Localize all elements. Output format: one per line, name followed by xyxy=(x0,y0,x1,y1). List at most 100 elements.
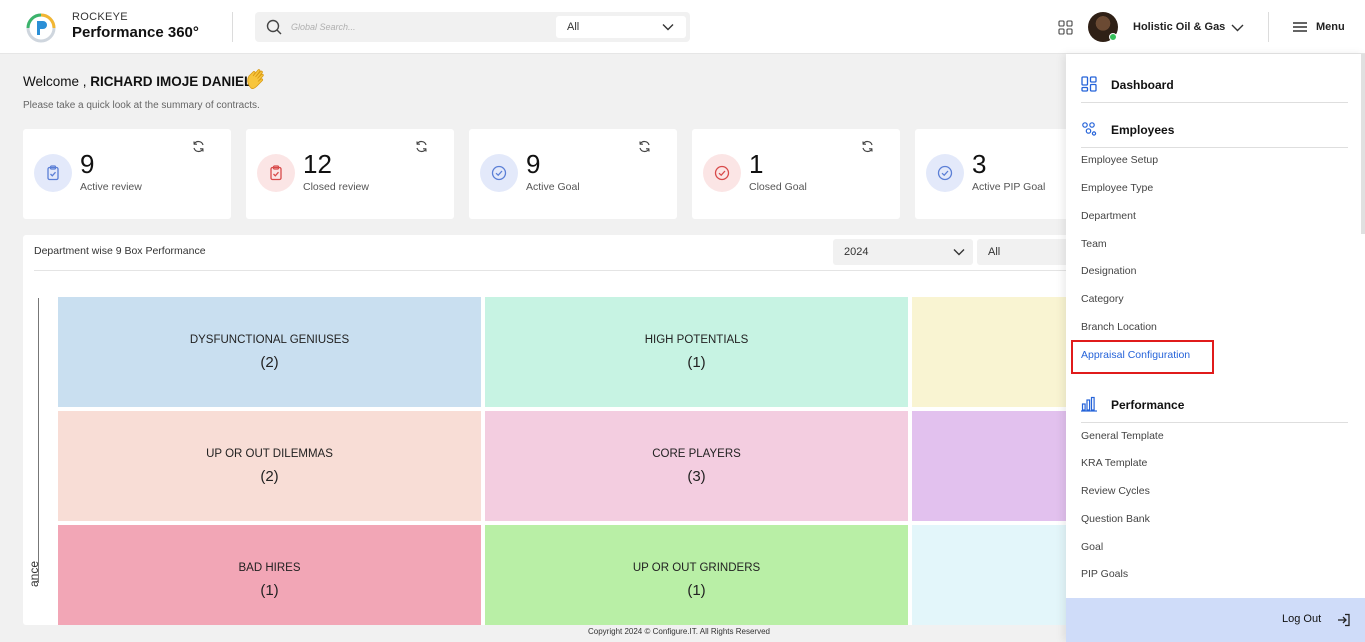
brand-title: Performance 360° xyxy=(72,24,199,41)
stat-card[interactable]: 9 Active review xyxy=(23,129,231,219)
company-name[interactable]: Holistic Oil & Gas xyxy=(1133,21,1226,33)
check-circle-icon xyxy=(480,154,518,192)
hamburger-icon xyxy=(1293,22,1307,32)
appraisal-configuration-highlight xyxy=(1071,340,1214,374)
menu-item-question-bank[interactable]: Question Bank xyxy=(1081,513,1150,525)
stat-value: 1 xyxy=(749,149,764,179)
cell-count: (1) xyxy=(260,582,279,599)
nine-box-cell[interactable]: UP OR OUT DILEMMAS (2) xyxy=(58,411,481,521)
cell-name: BAD HIRES xyxy=(238,562,301,574)
copyright-text: Copyright 2024 © Configure.IT. All Right… xyxy=(588,627,770,636)
brand-subtitle: ROCKEYE xyxy=(72,11,128,23)
stat-value: 9 xyxy=(526,149,541,179)
apps-grid-icon[interactable] xyxy=(1058,20,1073,35)
check-circle-icon xyxy=(926,154,964,192)
stat-value: 12 xyxy=(303,149,332,179)
check-circle-icon xyxy=(703,154,741,192)
nine-box-cell[interactable] xyxy=(912,297,1083,407)
nine-box-cell[interactable] xyxy=(912,525,1083,625)
refresh-icon[interactable] xyxy=(638,140,651,153)
menu-label: Menu xyxy=(1316,21,1345,33)
logout-icon xyxy=(1338,613,1350,627)
cell-count: (3) xyxy=(687,468,706,485)
logout-button[interactable]: Log Out xyxy=(1066,598,1365,642)
stat-value: 3 xyxy=(972,149,987,179)
stat-card[interactable]: 1 Closed Goal xyxy=(692,129,900,219)
menu-item-kra-template[interactable]: KRA Template xyxy=(1081,457,1148,469)
menu-section-dashboard[interactable]: Dashboard xyxy=(1081,63,1348,103)
department-select[interactable]: All xyxy=(977,239,1083,265)
stat-label: Active review xyxy=(80,181,142,193)
nine-box-cell[interactable]: HIGH POTENTIALS (1) xyxy=(485,297,908,407)
user-avatar[interactable] xyxy=(1088,12,1118,42)
menu-button[interactable]: Menu xyxy=(1290,17,1350,37)
online-status-indicator xyxy=(1109,33,1117,41)
menu-section-employees[interactable]: Employees xyxy=(1081,108,1348,148)
header-divider xyxy=(1268,12,1269,42)
menu-item-general-template[interactable]: General Template xyxy=(1081,430,1164,442)
stat-label: Closed review xyxy=(303,181,369,193)
year-select[interactable]: 2024 xyxy=(833,239,973,265)
side-menu: Dashboard Employees Employee Setup Emplo… xyxy=(1066,54,1365,642)
cell-name: UP OR OUT GRINDERS xyxy=(632,562,761,574)
menu-item-employee-type[interactable]: Employee Type xyxy=(1081,182,1154,194)
menu-section-performance[interactable]: Performance xyxy=(1081,383,1348,423)
welcome-subtitle: Please take a quick look at the summary … xyxy=(23,100,260,111)
refresh-icon[interactable] xyxy=(192,140,205,153)
nine-box-cell[interactable]: CORE PLAYERS (3) xyxy=(485,411,908,521)
waving-hand-icon xyxy=(247,69,264,90)
clipboard-icon xyxy=(34,154,72,192)
nine-box-cell[interactable]: BAD HIRES (1) xyxy=(58,525,481,625)
logout-label: Log Out xyxy=(1282,613,1322,625)
menu-item-review-cycles[interactable]: Review Cycles xyxy=(1081,485,1150,497)
menu-scrollbar[interactable] xyxy=(1361,54,1365,234)
cell-count: (2) xyxy=(260,468,279,485)
menu-item-category[interactable]: Category xyxy=(1081,293,1124,305)
menu-item-goal[interactable]: Goal xyxy=(1081,541,1104,553)
menu-item-pip-goals[interactable]: PIP Goals xyxy=(1081,568,1129,580)
menu-item-branch-location[interactable]: Branch Location xyxy=(1081,321,1157,333)
cell-count: (1) xyxy=(687,582,706,599)
refresh-icon[interactable] xyxy=(861,140,874,153)
nine-box-cell[interactable] xyxy=(912,411,1083,521)
menu-item-department[interactable]: Department xyxy=(1081,210,1136,222)
user-name: RICHARD IMOJE DANIEL xyxy=(90,74,253,89)
search-scope-value: All xyxy=(567,21,580,33)
stat-label: Closed Goal xyxy=(749,181,807,193)
stat-card[interactable]: 12 Closed review xyxy=(246,129,454,219)
stat-card[interactable]: 9 Active Goal xyxy=(469,129,677,219)
panel-title: Department wise 9 Box Performance xyxy=(34,245,206,257)
search-icon xyxy=(266,19,282,35)
stat-label: Active PIP Goal xyxy=(972,181,1046,193)
welcome-prefix: Welcome , xyxy=(23,74,91,89)
search-input[interactable] xyxy=(291,18,541,36)
refresh-icon[interactable] xyxy=(415,140,428,153)
rockeye-logo[interactable] xyxy=(25,12,57,44)
y-axis-label: ance xyxy=(27,560,41,587)
stat-label: Active Goal xyxy=(526,181,580,193)
employees-label: Employees xyxy=(1111,123,1175,137)
nine-box-panel: Department wise 9 Box Performance 2024 A… xyxy=(23,235,1083,625)
welcome-heading: Welcome , RICHARD IMOJE DANIEL xyxy=(23,74,252,89)
menu-item-team[interactable]: Team xyxy=(1081,238,1107,250)
clipboard-icon xyxy=(257,154,295,192)
chevron-down-icon[interactable] xyxy=(1231,21,1244,34)
search-scope-select[interactable]: All xyxy=(556,16,686,38)
menu-item-employee-setup[interactable]: Employee Setup xyxy=(1081,154,1159,166)
chevron-down-icon xyxy=(953,249,965,256)
header-divider xyxy=(232,12,233,42)
global-search: All xyxy=(255,12,690,42)
cell-count: (2) xyxy=(260,354,279,371)
cell-name: DYSFUNCTIONAL GENIUSES xyxy=(189,334,350,346)
dashboard-icon xyxy=(1081,76,1097,92)
top-header: ROCKEYE Performance 360° All Holistic Oi… xyxy=(0,0,1365,54)
cell-name: HIGH POTENTIALS xyxy=(644,334,749,346)
cell-count: (1) xyxy=(687,354,706,371)
nine-box-cell[interactable]: DYSFUNCTIONAL GENIUSES (2) xyxy=(58,297,481,407)
menu-item-appraisal-configuration[interactable]: Appraisal Configuration xyxy=(1081,349,1191,361)
cell-name: UP OR OUT DILEMMAS xyxy=(206,448,333,460)
cell-name: CORE PLAYERS xyxy=(652,448,741,460)
menu-item-designation[interactable]: Designation xyxy=(1081,265,1137,277)
nine-box-cell[interactable]: UP OR OUT GRINDERS (1) xyxy=(485,525,908,625)
bar-chart-icon xyxy=(1081,396,1097,412)
